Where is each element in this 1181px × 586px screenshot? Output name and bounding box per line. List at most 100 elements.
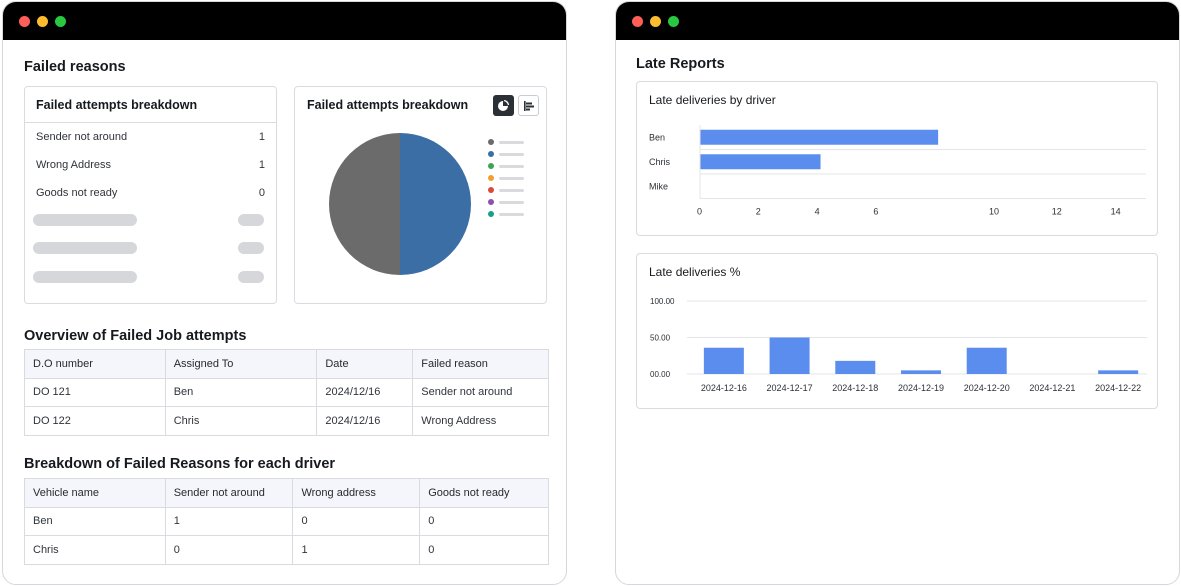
section-heading-late-reports: Late Reports [636,56,725,72]
maximize-window-button[interactable] [55,16,66,27]
bar[interactable] [703,347,744,374]
overview-row[interactable]: DO 122 Chris 2024/12/16 Wrong Address [24,406,549,436]
loading-placeholder [238,242,264,254]
legend-item [488,174,528,182]
table-cell: DO 121 [24,377,166,407]
bar[interactable] [700,154,821,170]
driver-row[interactable]: Ben 1 0 0 [24,506,549,536]
late-percent-panel: Late deliveries % 100.00 50.00 00.00 2024-1… [636,253,1158,409]
breakdown-row: Sender not around 1 [36,131,265,147]
tick-label: 14 [1111,207,1121,217]
table-cell: Ben [24,506,166,536]
pie-slice[interactable] [329,133,400,275]
table-cell: Chris [164,406,318,436]
category-label: 2024-12-18 [832,383,878,393]
tick-label: 10 [989,207,999,217]
category-label: 2024-12-20 [964,383,1010,393]
window-titlebar [616,2,1179,40]
loading-placeholder [33,242,137,254]
legend-label-placeholder [499,188,524,192]
column-header[interactable]: Assigned To [164,349,318,379]
late-by-driver-chart: Ben Chris Mike 0 2 4 6 10 12 14 [649,125,1146,217]
bar[interactable] [901,370,941,374]
table-cell: Wrong Address [412,406,549,436]
legend-label-placeholder [499,212,524,216]
driver-row[interactable]: Chris 0 1 0 [24,535,549,565]
column-header[interactable]: D.O number [24,349,166,379]
legend-swatch [488,163,494,169]
category-label: Chris [649,157,671,167]
breakdown-row-count: 1 [258,159,265,171]
legend-label-placeholder [499,176,524,180]
minimize-window-button[interactable] [650,16,661,27]
loading-placeholder [238,271,264,283]
legend-label-placeholder [499,200,524,204]
legend-label-placeholder [499,140,524,144]
table-cell: 0 [419,506,549,536]
bar[interactable] [966,347,1007,374]
bar-chart-icon [523,100,534,111]
column-header[interactable]: Vehicle name [24,478,166,508]
tick-label: 6 [873,207,878,217]
table-cell: Sender not around [412,377,549,407]
panel-divider [25,122,276,123]
section-heading-failed-reasons: Failed reasons [24,59,126,75]
late-percent-title: Late deliveries % [649,265,741,279]
close-window-button[interactable] [19,16,30,27]
breakdown-row: Wrong Address 1 [36,159,265,175]
legend-swatch [488,175,494,181]
legend-label-placeholder [499,152,524,156]
bar-chart-view-button[interactable] [518,95,539,116]
column-header[interactable]: Sender not around [164,478,294,508]
window-titlebar [3,2,566,40]
late-percent-chart: 100.00 50.00 00.00 2024-12-16 2024-12-17 2024… [650,297,1147,393]
late-reports-window: Late Reports Late deliveries by driver B… [615,1,1180,585]
failed-attempts-pie-panel: Failed attempts breakdown [294,86,547,304]
column-header[interactable]: Failed reason [412,349,549,379]
pie-slice[interactable] [400,133,471,275]
table-cell: 2024/12/16 [316,377,414,407]
column-header[interactable]: Goods not ready [419,478,549,508]
bar[interactable] [769,337,810,375]
category-label: Ben [649,132,665,142]
legend-swatch [488,211,494,217]
maximize-window-button[interactable] [668,16,679,27]
pie-chart-view-button[interactable] [493,95,514,116]
table-cell: 2024/12/16 [316,406,414,436]
section-heading-driver-breakdown: Breakdown of Failed Reasons for each dri… [24,456,336,472]
tick-label: 12 [1052,207,1062,217]
section-heading-overview: Overview of Failed Job attempts [24,328,247,344]
table-cell: DO 122 [24,406,166,436]
legend-item [488,162,528,170]
pie-chart-icon [498,100,509,111]
category-label: 2024-12-17 [767,383,813,393]
column-header[interactable]: Wrong address [292,478,421,508]
table-cell: 1 [164,506,294,536]
legend-item [488,198,528,206]
minimize-window-button[interactable] [37,16,48,27]
legend-swatch [488,199,494,205]
bar[interactable] [1098,370,1139,374]
column-header[interactable]: Date [316,349,414,379]
loading-placeholder [33,214,137,226]
pie-legend [488,138,533,218]
close-window-button[interactable] [632,16,643,27]
table-cell: 0 [419,535,549,565]
table-cell: 0 [164,535,294,565]
tick-label: 0 [697,207,702,217]
loading-placeholder [238,214,264,226]
category-label: Mike [649,181,668,191]
breakdown-row-label: Sender not around [36,131,128,143]
category-label: 2024-12-19 [898,383,944,393]
tick-label: 00.00 [650,370,671,379]
legend-item [488,150,528,158]
failed-reasons-window: Failed reasons Failed attempts breakdown… [2,1,567,585]
overview-row[interactable]: DO 121 Ben 2024/12/16 Sender not around [24,377,549,407]
bar[interactable] [835,360,876,374]
category-label: 2024-12-16 [701,383,747,393]
legend-swatch [488,187,494,193]
legend-item [488,210,528,218]
bar[interactable] [700,129,939,145]
tick-label: 2 [756,207,761,217]
table-cell: 1 [292,535,421,565]
